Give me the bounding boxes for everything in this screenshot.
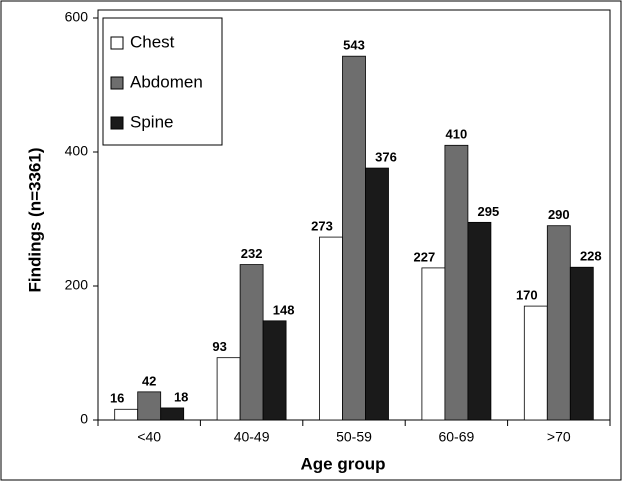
legend-swatch <box>110 116 124 130</box>
bar <box>319 236 343 421</box>
bar <box>569 266 594 421</box>
bar <box>546 225 571 421</box>
data-label: 42 <box>142 373 156 388</box>
bar <box>262 320 287 421</box>
data-label: 148 <box>273 302 295 317</box>
data-label: 290 <box>548 207 570 222</box>
bar <box>342 55 366 421</box>
y-tick-label: 0 <box>80 411 88 427</box>
bar <box>160 407 185 421</box>
y-tick-label: 400 <box>65 143 89 159</box>
x-axis-label: Age group <box>301 454 386 473</box>
data-label: 273 <box>311 219 333 234</box>
y-tick-label: 600 <box>65 9 89 25</box>
data-label: 295 <box>478 204 500 219</box>
bar <box>114 408 139 421</box>
bar <box>137 391 162 421</box>
legend-swatch <box>110 76 124 90</box>
bar <box>421 267 446 421</box>
x-tick-label: 40-49 <box>234 429 270 445</box>
data-label: 170 <box>516 288 538 303</box>
data-label: 232 <box>241 246 263 261</box>
x-tick-label: >70 <box>547 429 571 445</box>
bar <box>467 221 492 421</box>
data-label: 376 <box>375 150 397 165</box>
y-tick-label: 200 <box>65 277 89 293</box>
data-label: 543 <box>343 38 365 53</box>
data-label: 93 <box>212 339 226 354</box>
bar <box>523 305 548 421</box>
data-label: 410 <box>446 127 468 142</box>
bar <box>216 357 241 421</box>
bar <box>239 264 264 421</box>
data-label: 16 <box>110 391 124 406</box>
data-label: 227 <box>414 249 436 264</box>
x-tick-label: 60-69 <box>438 429 474 445</box>
legend-label: Abdomen <box>130 72 203 91</box>
bar <box>444 144 469 421</box>
data-label: 18 <box>174 389 188 404</box>
legend-swatch <box>110 36 124 50</box>
bar <box>365 167 389 421</box>
x-tick-label: 50-59 <box>336 429 372 445</box>
legend-label: Chest <box>130 32 175 51</box>
legend-label: Spine <box>130 112 173 131</box>
data-label: 228 <box>580 249 602 264</box>
x-tick-label: <40 <box>137 429 161 445</box>
y-axis-label: Findings (n=3361) <box>25 148 44 293</box>
